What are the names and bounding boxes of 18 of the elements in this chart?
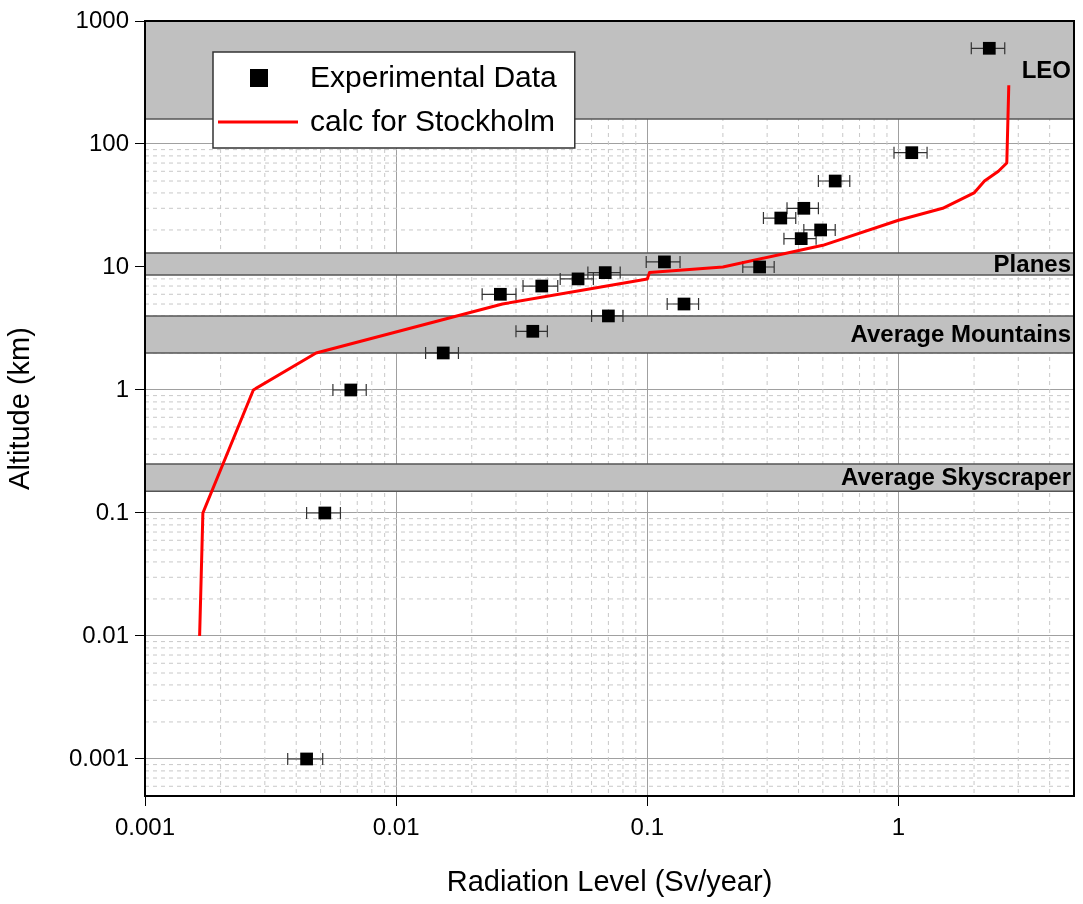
band-label: Planes bbox=[993, 249, 1071, 277]
y-tick-label: 0.01 bbox=[82, 620, 129, 648]
y-tick-label: 100 bbox=[88, 128, 129, 156]
x-tick-label: 0.01 bbox=[372, 813, 420, 841]
y-axis-title: Altitude (km) bbox=[3, 327, 36, 490]
x-axis-title: Radiation Level (Sv/year) bbox=[446, 864, 773, 897]
band-label: LEO bbox=[1021, 55, 1071, 83]
y-tick-label: 0.001 bbox=[68, 743, 129, 771]
band-label: Average Skyscraper bbox=[841, 463, 1071, 491]
x-tick-label: 0.1 bbox=[630, 813, 664, 841]
y-tick-label: 10 bbox=[102, 251, 129, 279]
y-tick-label: 1 bbox=[115, 374, 129, 402]
band-label: Average Mountains bbox=[850, 320, 1071, 348]
y-tick-label: 1000 bbox=[75, 5, 129, 33]
y-tick-label: 0.1 bbox=[95, 497, 129, 525]
x-tick-label: 1 bbox=[891, 813, 906, 841]
legend-label: calc for Stockholm bbox=[310, 104, 556, 138]
legend-label: Experimental Data bbox=[310, 60, 558, 94]
